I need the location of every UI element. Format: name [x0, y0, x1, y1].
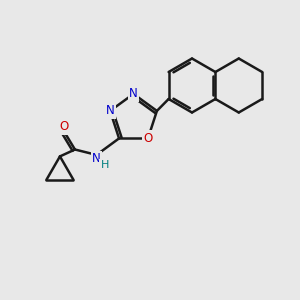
Text: N: N	[106, 104, 115, 117]
Text: H: H	[101, 160, 109, 170]
Text: O: O	[143, 132, 153, 145]
Text: N: N	[92, 152, 101, 165]
Text: N: N	[129, 87, 138, 101]
Text: O: O	[60, 120, 69, 133]
